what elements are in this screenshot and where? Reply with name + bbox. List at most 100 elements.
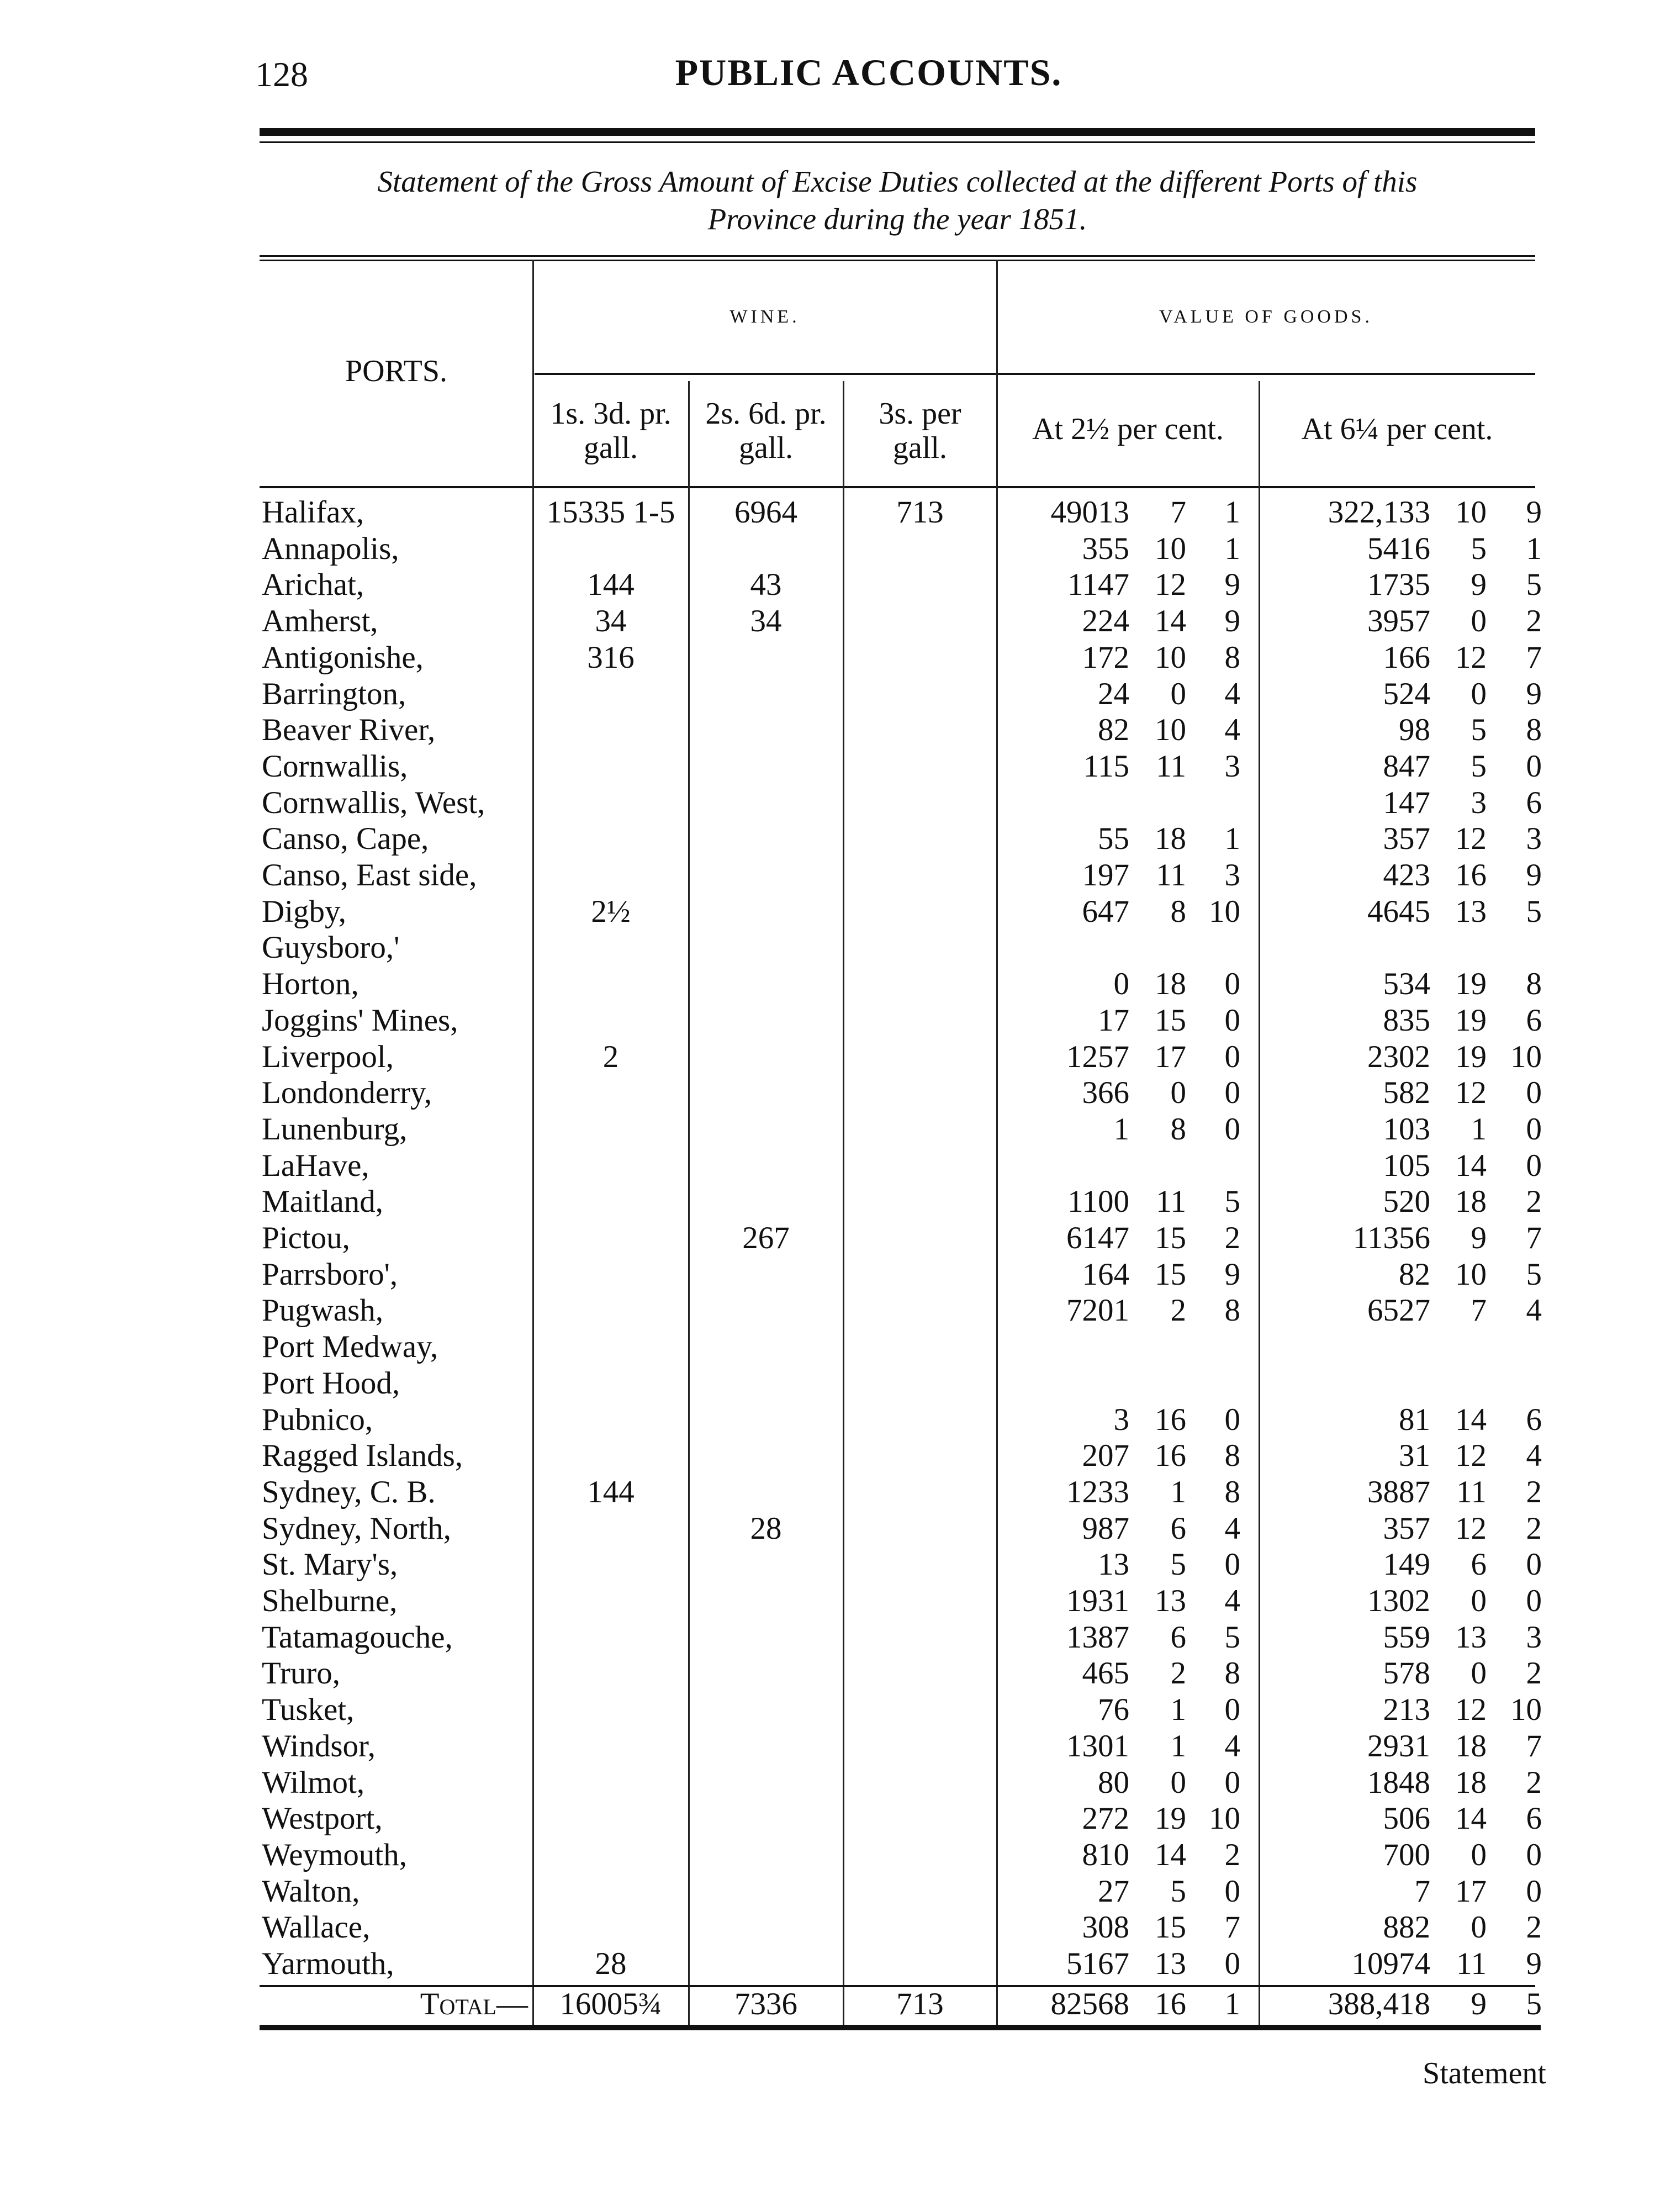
goods-6-25pct-shillings: 9 bbox=[1471, 567, 1487, 603]
goods-2-5pct-pounds: 164 bbox=[1082, 1257, 1130, 1292]
goods-2-5pct-pence: 0 bbox=[1224, 1946, 1241, 1981]
column-divider bbox=[996, 260, 998, 2027]
goods-2-5pct-shillings: 0 bbox=[1170, 1765, 1187, 1800]
goods-2-5pct-pence: 2 bbox=[1224, 1837, 1241, 1872]
table-row: Wilmot, 80 1848 0 18 0 2 bbox=[0, 1765, 1660, 1801]
top-thick-rule bbox=[260, 128, 1535, 136]
caption-line-1: Statement of the Gross Amount of Excise … bbox=[377, 165, 1418, 198]
goods-2-5pct-shillings: 5 bbox=[1170, 1547, 1187, 1582]
goods-6-25pct-pounds: 98 bbox=[1399, 712, 1430, 748]
caption-line-2: Province during the year 1851. bbox=[707, 202, 1087, 236]
page-number: 128 bbox=[255, 55, 308, 94]
goods-6-25pct-pence: 9 bbox=[1526, 495, 1542, 530]
goods-6-25pct-pounds: 7 bbox=[1414, 1873, 1431, 1909]
goods-2-5pct-pounds: 308 bbox=[1082, 1910, 1130, 1945]
goods-6-25pct-pence: 0 bbox=[1526, 1148, 1542, 1183]
header-top-rule bbox=[260, 255, 1535, 257]
goods-6-25pct-shillings: 19 bbox=[1455, 967, 1487, 1002]
goods-6-25pct-pence: 2 bbox=[1526, 1910, 1542, 1945]
table-row: Beaver River, 82 98 10 5 4 8 bbox=[0, 712, 1660, 748]
table-row: Liverpool, 2 1257 2302 17 19 0 10 bbox=[0, 1039, 1660, 1075]
table-row: Amherst, 34 34 224 3957 14 0 9 2 bbox=[0, 603, 1660, 640]
port-name: Tatamagouche, bbox=[262, 1619, 453, 1655]
goods-6-25pct-pence: 2 bbox=[1526, 1184, 1542, 1219]
goods-2-5pct-pounds: 987 bbox=[1082, 1511, 1130, 1546]
wine-w1: 28 bbox=[595, 1946, 627, 1981]
goods-2-5pct-pounds: 366 bbox=[1082, 1075, 1130, 1111]
goods-2-5pct-pence: 5 bbox=[1224, 1619, 1241, 1655]
goods-6-25pct-shillings: 13 bbox=[1455, 1619, 1487, 1655]
goods-2-5pct-pence: 4 bbox=[1224, 676, 1241, 711]
header-wine-2s6d: 2s. 6d. pr. gall. bbox=[689, 397, 843, 465]
port-name: Westport, bbox=[262, 1801, 383, 1836]
goods-2-5pct-pounds: 810 bbox=[1082, 1837, 1130, 1872]
goods-6-25pct-pence: 9 bbox=[1526, 1946, 1542, 1981]
goods-6-25pct-shillings: 16 bbox=[1455, 858, 1487, 893]
port-name: Port Hood, bbox=[262, 1365, 400, 1401]
port-name: Windsor, bbox=[262, 1728, 376, 1764]
goods-2-5pct-pence: 8 bbox=[1224, 1293, 1241, 1328]
goods-6-25pct-pounds: 1302 bbox=[1367, 1583, 1430, 1618]
table-row: Port Medway, bbox=[0, 1329, 1660, 1365]
table-row: Cornwallis, 115 847 11 5 3 0 bbox=[0, 748, 1660, 785]
goods-6-25pct-pence: 3 bbox=[1526, 1619, 1542, 1655]
goods-6-25pct-pounds: 1848 bbox=[1367, 1765, 1430, 1800]
goods-2-5pct-pence: 10 bbox=[1209, 894, 1240, 929]
goods-2-5pct-pence: 9 bbox=[1224, 1257, 1241, 1292]
header-wine-1s3d: 1s. 3d. pr. gall. bbox=[533, 397, 689, 465]
goods-6-25pct-shillings: 18 bbox=[1455, 1765, 1487, 1800]
goods-2-5pct-shillings: 1 bbox=[1170, 1692, 1187, 1728]
goods-2-5pct-pounds: 49013 bbox=[1050, 495, 1130, 530]
table-row: Sydney, North, 28 987 357 6 12 4 2 bbox=[0, 1511, 1660, 1547]
goods-6-25pct-shillings: 12 bbox=[1455, 821, 1487, 857]
table-row: Shelburne, 1931 1302 13 0 4 0 bbox=[0, 1583, 1660, 1619]
goods-6-25pct-pence: 2 bbox=[1526, 1511, 1542, 1546]
goods-6-25pct-shillings: 10 bbox=[1455, 1257, 1487, 1292]
goods-6-25pct-pounds: 700 bbox=[1383, 1837, 1431, 1872]
goods-2-5pct-pence: 1 bbox=[1224, 821, 1241, 857]
wine-w1: 34 bbox=[595, 604, 627, 639]
port-name: Yarmouth, bbox=[262, 1946, 394, 1981]
goods-6-25pct-shillings: 12 bbox=[1455, 1075, 1487, 1111]
goods-2-5pct-pounds: 1 bbox=[1113, 1111, 1130, 1147]
table-row: Canso, Cape, 55 357 18 12 1 3 bbox=[0, 821, 1660, 857]
goods-2-5pct-pounds: 3 bbox=[1113, 1402, 1130, 1437]
goods-2-5pct-pounds: 172 bbox=[1082, 640, 1130, 675]
port-name: Guysboro,' bbox=[262, 930, 400, 965]
table-row: Barrington, 24 524 0 0 4 9 bbox=[0, 676, 1660, 712]
table-row: Yarmouth, 28 5167 10974 13 11 0 9 bbox=[0, 1946, 1660, 1982]
goods-6-25pct-pounds: 149 bbox=[1383, 1547, 1431, 1582]
wine-w2: 43 bbox=[750, 567, 782, 603]
goods-6-25pct-pence: 2 bbox=[1526, 1765, 1542, 1800]
goods-6-25pct-pence: 9 bbox=[1526, 858, 1542, 893]
goods-6-25pct-shillings: 3 bbox=[1471, 785, 1487, 820]
goods-2-5pct-pounds: 13 bbox=[1098, 1547, 1129, 1582]
goods-2-5pct-pence: 0 bbox=[1224, 1692, 1241, 1728]
table-row: Horton, 0 534 18 19 0 8 bbox=[0, 966, 1660, 1002]
goods-2-5pct-pounds: 76 bbox=[1098, 1692, 1129, 1728]
goods-2-5pct-pence: 0 bbox=[1224, 1075, 1241, 1111]
goods-6-25pct-shillings: 11 bbox=[1456, 1946, 1487, 1981]
goods-2-5pct-pounds: 6147 bbox=[1066, 1221, 1129, 1255]
port-name: Ragged Islands, bbox=[262, 1438, 463, 1474]
goods-6-25pct-pounds: 506 bbox=[1383, 1801, 1431, 1836]
goods-2-5pct-pence: 4 bbox=[1224, 1583, 1241, 1618]
table-row: Parrsboro', 164 82 15 10 9 5 bbox=[0, 1257, 1660, 1293]
goods-2-5pct-shillings: 10 bbox=[1155, 531, 1186, 566]
goods-2-5pct-shillings: 1 bbox=[1170, 1474, 1187, 1509]
top-thin-rule bbox=[260, 141, 1535, 143]
goods-6-25pct-pounds: 147 bbox=[1383, 785, 1431, 820]
wine-w1: 316 bbox=[587, 640, 635, 675]
goods-2-5pct-pounds: 1257 bbox=[1066, 1039, 1129, 1074]
goods-2-5pct-pence: 0 bbox=[1224, 1111, 1241, 1147]
column-divider bbox=[532, 260, 534, 2027]
header-goods-6-25pct: At 6¼ per cent. bbox=[1301, 412, 1493, 446]
goods-6-25pct-pounds: 10974 bbox=[1351, 1946, 1431, 1981]
goods-2-5pct-pence: 0 bbox=[1224, 1547, 1241, 1582]
port-name: Annapolis, bbox=[262, 531, 399, 566]
wine-w3: 713 bbox=[896, 1987, 944, 2021]
wine-w1: 2½ bbox=[591, 894, 631, 929]
table-row: St. Mary's, 13 149 5 6 0 0 bbox=[0, 1546, 1660, 1583]
goods-6-25pct-shillings: 6 bbox=[1471, 1547, 1487, 1582]
table-row: Pubnico, 3 81 16 14 0 6 bbox=[0, 1402, 1660, 1438]
